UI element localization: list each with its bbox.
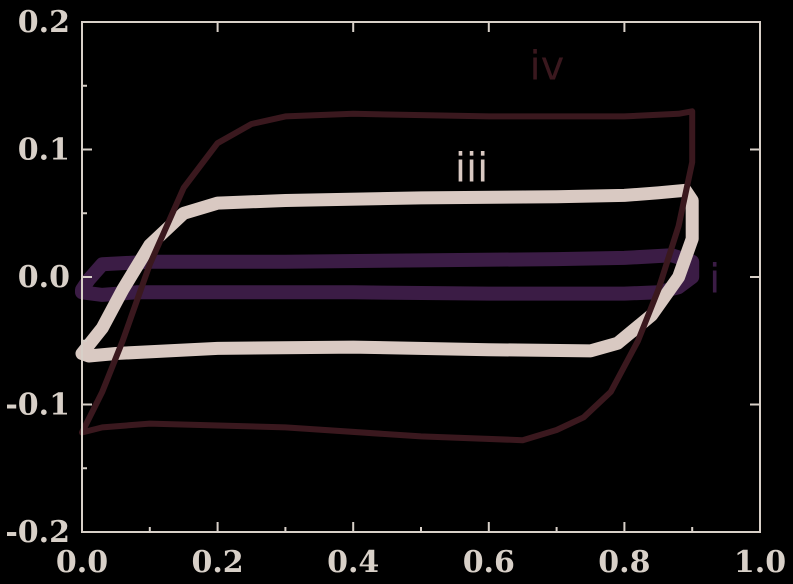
curve-label-i: i	[709, 256, 720, 302]
tick-labels-group: 0.0 0.2 0.4 0.6 0.8 1.0 -0.2 -0.1 0.0 0.1 0.2	[5, 5, 786, 580]
x-tick-label: 0.8	[598, 545, 650, 580]
y-tick-label: 0.2	[18, 5, 70, 40]
series-group	[75, 108, 700, 444]
axes-group	[81, 21, 761, 533]
x-tick-label: 1.0	[734, 545, 786, 580]
y-tick-label: 0.1	[18, 133, 70, 168]
y-tick-label: 0.0	[18, 260, 70, 295]
x-tick-label: 0.0	[56, 545, 108, 580]
x-tick-label: 0.2	[191, 545, 243, 580]
y-tick-label: -0.1	[5, 388, 70, 423]
x-tick-label: 0.4	[327, 545, 379, 580]
x-tick-label: 0.6	[463, 545, 515, 580]
series-i-line	[75, 248, 700, 302]
curve-label-iv: iv	[529, 43, 564, 89]
y-tick-label: -0.2	[5, 515, 70, 550]
curve-label-iii: iii	[455, 145, 488, 191]
series-iii-line	[75, 183, 699, 363]
series-iv-line	[79, 108, 696, 444]
